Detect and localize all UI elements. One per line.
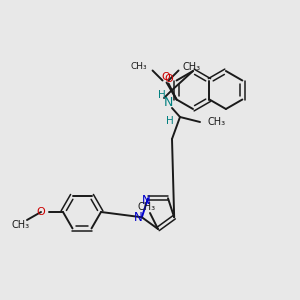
Text: O: O: [36, 207, 45, 217]
Text: O: O: [161, 73, 170, 82]
Text: O: O: [164, 74, 173, 83]
Text: CH₃: CH₃: [182, 61, 201, 71]
Text: CH₃: CH₃: [138, 202, 156, 212]
Text: CH₃: CH₃: [12, 220, 30, 230]
Text: N: N: [142, 194, 150, 207]
Text: H: H: [158, 90, 166, 100]
Text: N: N: [134, 211, 142, 224]
Text: N: N: [163, 97, 173, 110]
Text: H: H: [166, 116, 174, 126]
Text: CH₃: CH₃: [208, 117, 226, 127]
Text: CH₃: CH₃: [131, 62, 148, 71]
